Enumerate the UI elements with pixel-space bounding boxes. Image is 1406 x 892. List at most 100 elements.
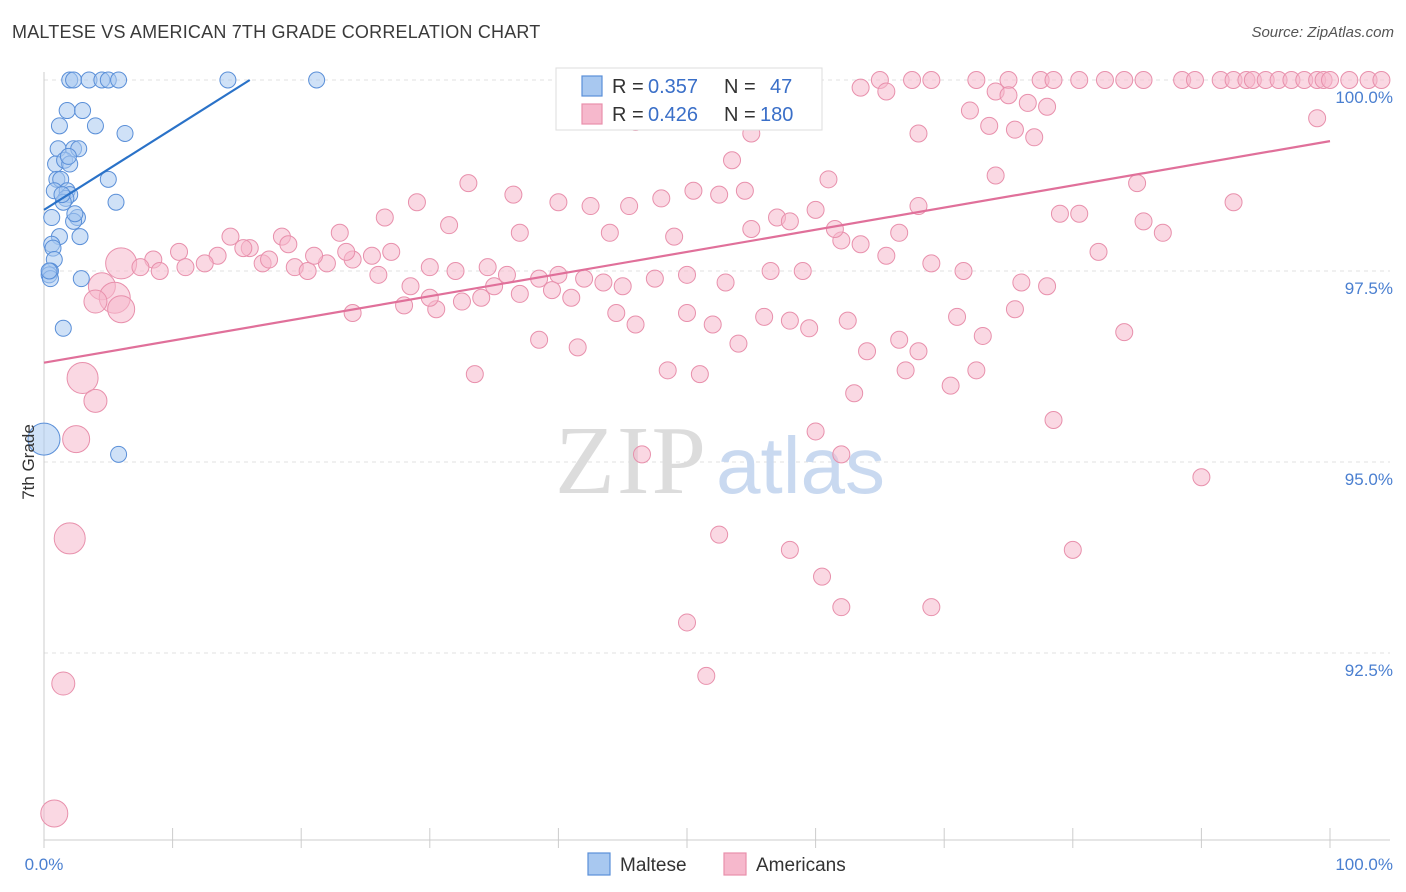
americans-point xyxy=(1044,410,1063,429)
americans-point xyxy=(780,540,799,559)
maltese-point xyxy=(65,71,83,89)
americans-point xyxy=(761,262,780,280)
americans-point xyxy=(607,304,626,323)
americans-point xyxy=(575,269,594,288)
americans-point xyxy=(1192,468,1211,487)
americans-point xyxy=(1038,277,1057,296)
americans-point xyxy=(896,361,915,380)
americans-point xyxy=(1372,71,1391,89)
americans-point xyxy=(960,101,979,120)
americans-point xyxy=(980,116,999,135)
watermark-atlas: atlas xyxy=(716,421,885,510)
legend-r-label-1: R = xyxy=(612,76,644,98)
maltese-point xyxy=(27,422,61,456)
americans-point xyxy=(890,330,909,349)
americans-point xyxy=(710,185,729,204)
americans-point xyxy=(581,197,600,216)
x-tick-label-0: 0.0% xyxy=(25,855,64,874)
americans-point xyxy=(780,212,799,231)
legend-r-value-2: 0.426 xyxy=(648,104,698,126)
americans-point xyxy=(1050,204,1069,223)
americans-point xyxy=(1012,273,1031,292)
chart-source: Source: ZipAtlas.com xyxy=(1251,24,1394,41)
americans-point xyxy=(1089,242,1108,261)
americans-point xyxy=(234,239,253,258)
americans-point xyxy=(472,288,491,307)
americans-point xyxy=(343,304,362,323)
stats-legend: R = 0.357 N = 47 R = 0.426 N = 180 xyxy=(555,67,823,131)
americans-point xyxy=(260,250,279,269)
maltese-point xyxy=(110,445,128,463)
americans-point xyxy=(510,223,529,242)
americans-point xyxy=(922,598,941,617)
americans-point xyxy=(678,304,696,323)
bottom-legend-americans-label: Americans xyxy=(756,855,846,876)
americans-point xyxy=(909,124,928,143)
americans-point xyxy=(369,265,388,284)
americans-point xyxy=(1340,71,1359,89)
series-legend: Maltese Americans xyxy=(587,852,846,876)
americans-point xyxy=(793,262,812,280)
americans-point xyxy=(742,219,761,238)
americans-point xyxy=(806,200,825,219)
axes xyxy=(43,72,1390,848)
americans-point xyxy=(819,170,838,189)
x-tick-label-1: 100.0% xyxy=(1335,855,1393,874)
americans-point xyxy=(131,258,150,277)
americans-point xyxy=(735,181,754,200)
americans-point xyxy=(337,242,356,261)
maltese-point xyxy=(110,71,128,89)
americans-point xyxy=(723,151,742,170)
americans-point xyxy=(710,525,729,544)
y-tick-label-0: 92.5% xyxy=(1345,661,1393,680)
americans-point xyxy=(645,269,664,288)
americans-point xyxy=(1005,300,1024,319)
americans-point xyxy=(1095,71,1114,89)
maltese-point xyxy=(72,270,90,288)
americans-point xyxy=(832,598,851,617)
maltese-point xyxy=(59,147,77,165)
americans-point xyxy=(459,174,478,193)
maltese-point xyxy=(66,205,84,223)
americans-point xyxy=(1025,128,1044,147)
americans-point xyxy=(407,193,426,212)
americans-point xyxy=(170,242,189,261)
maltese-trend-line xyxy=(43,79,251,211)
americans-point xyxy=(1185,71,1204,89)
americans-point xyxy=(948,307,967,326)
americans-point xyxy=(903,71,922,89)
maltese-point xyxy=(74,102,92,120)
americans-point xyxy=(806,422,825,441)
americans-point xyxy=(1128,174,1147,193)
americans-point xyxy=(1308,109,1327,128)
americans-point xyxy=(941,376,960,395)
legend-r-value-1: 0.357 xyxy=(648,76,698,98)
maltese-point xyxy=(40,262,58,280)
americans-point xyxy=(420,258,439,277)
americans-point xyxy=(53,522,86,555)
maltese-points xyxy=(27,71,326,463)
maltese-point xyxy=(99,170,117,188)
legend-n-label-1: N = xyxy=(724,76,756,98)
americans-point xyxy=(690,365,709,384)
americans-point xyxy=(684,181,703,200)
americans-point xyxy=(1070,204,1089,223)
chart-title: MALTESE VS AMERICAN 7TH GRADE CORRELATIO… xyxy=(12,22,541,42)
legend-maltese-swatch xyxy=(581,75,603,97)
americans-point xyxy=(62,425,91,454)
bottom-legend-maltese-label: Maltese xyxy=(620,855,687,876)
americans-point xyxy=(600,223,619,242)
americans-point xyxy=(465,365,484,384)
americans-point xyxy=(986,166,1005,185)
americans-points xyxy=(40,71,1391,828)
americans-point xyxy=(504,185,523,204)
americans-point xyxy=(626,315,645,334)
americans-point xyxy=(330,223,349,242)
maltese-point xyxy=(71,228,89,246)
americans-point xyxy=(382,242,401,261)
americans-point xyxy=(452,292,471,311)
americans-point xyxy=(150,262,169,280)
maltese-point xyxy=(50,117,68,135)
americans-point xyxy=(510,284,529,303)
americans-point xyxy=(1070,71,1089,89)
